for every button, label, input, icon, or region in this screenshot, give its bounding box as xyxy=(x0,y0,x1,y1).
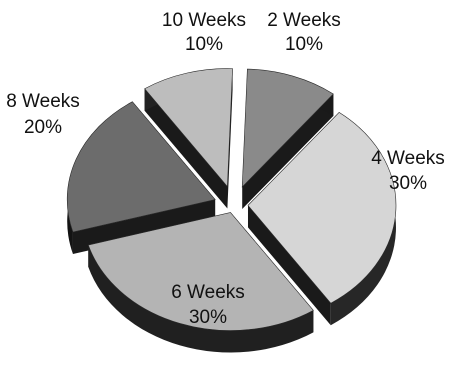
slice-top-8-weeks xyxy=(66,101,216,233)
label-percent-6-weeks: 30% xyxy=(189,307,227,328)
slice-side-2-weeks xyxy=(242,69,334,209)
slice-top-6-weeks xyxy=(87,212,314,331)
label-percent-10-weeks: 10% xyxy=(185,34,223,55)
label-category-2-weeks: 2 Weeks xyxy=(267,10,341,31)
label-percent-4-weeks: 30% xyxy=(389,173,427,194)
slice-top-4-weeks xyxy=(247,112,397,304)
slice-side-8-weeks xyxy=(72,101,216,255)
labels-group: 2 Weeks 10% 4 Weeks 30% 6 Weeks 30% 8 Weeks 20%… xyxy=(6,10,445,328)
label-percent-8-weeks: 20% xyxy=(24,117,62,138)
label-category-8-weeks: 8 Weeks xyxy=(6,91,80,112)
slices-group xyxy=(66,68,397,353)
slice-2-weeks xyxy=(241,68,334,209)
label-category-10-weeks: 10 Weeks xyxy=(162,10,246,31)
slice-6-weeks xyxy=(87,212,314,353)
slice-top-10-weeks xyxy=(144,68,233,188)
slice-8-weeks xyxy=(66,101,216,255)
label-category-6-weeks: 6 Weeks xyxy=(171,282,245,303)
slice-top-2-weeks xyxy=(241,68,334,188)
slice-rim-6-weeks xyxy=(88,245,314,353)
slice-10-weeks xyxy=(144,68,233,209)
slice-side-10-weeks xyxy=(144,68,233,209)
label-category-4-weeks: 4 Weeks xyxy=(371,148,445,169)
slice-4-weeks xyxy=(247,112,397,326)
label-percent-2-weeks: 10% xyxy=(285,34,323,55)
